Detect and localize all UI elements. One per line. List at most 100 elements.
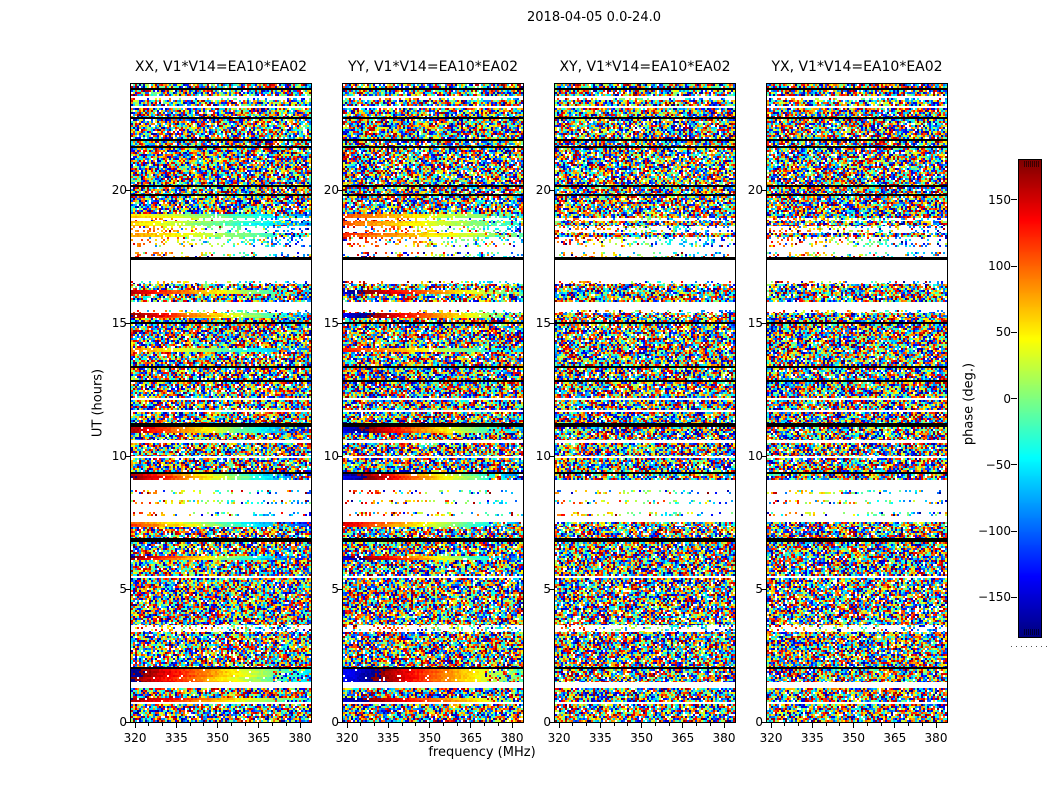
x-tick-major — [723, 723, 725, 728]
colorbar-underflow-dots — [1011, 646, 1047, 647]
y-tick-label: 5 — [755, 582, 763, 597]
x-tick-major — [299, 723, 301, 728]
x-tick-major — [258, 723, 260, 728]
y-tick-label: 10 — [323, 449, 339, 464]
y-tick-label: 0 — [331, 715, 339, 729]
x-tick-minor — [162, 723, 164, 726]
x-tick-major — [853, 723, 855, 728]
x-tick-label: 335 — [376, 731, 400, 745]
panel-title-yy: YY, V1*V14=EA10*EA02 — [347, 59, 519, 75]
y-tick-label: 10 — [535, 449, 551, 464]
y-tick-major — [337, 189, 342, 191]
x-tick-major — [175, 723, 177, 728]
x-tick-minor — [272, 723, 274, 726]
x-tick-minor — [230, 723, 232, 726]
colorbar-tick-outer — [1011, 331, 1017, 333]
phase-heatmap-yx — [767, 84, 947, 722]
y-tick-major — [337, 322, 342, 324]
x-tick-minor — [798, 723, 800, 726]
x-tick-minor — [839, 723, 841, 726]
x-tick-major — [599, 723, 601, 728]
x-tick-label: 335 — [164, 731, 188, 745]
x-tick-minor — [908, 723, 910, 726]
x-tick-major — [217, 723, 219, 728]
colorbar-overflow-marks-top — [1024, 161, 1039, 167]
x-tick-minor — [668, 723, 670, 726]
figure-title: 2018-04-05 0.0-24.0 — [527, 10, 661, 25]
x-tick-major — [429, 723, 431, 728]
x-tick-major — [894, 723, 896, 728]
colorbar-overflow-marks-bottom — [1024, 629, 1039, 635]
y-tick-label: 20 — [323, 183, 339, 198]
colorbar-gradient — [1019, 160, 1041, 637]
colorbar-tick-label: 50 — [995, 325, 1011, 340]
x-tick-label: 365 — [459, 731, 483, 745]
x-tick-label: 320 — [547, 731, 571, 745]
y-tick-label: 0 — [755, 715, 763, 729]
colorbar-tick-outer — [1011, 398, 1017, 399]
x-tick-major — [558, 723, 560, 728]
x-tick-minor — [866, 723, 868, 726]
x-tick-label: 365 — [671, 731, 695, 745]
phase-heatmap-xx — [131, 84, 311, 722]
y-tick-label: 15 — [747, 316, 763, 331]
x-tick-label: 350 — [418, 731, 442, 745]
y-tick-label: 15 — [323, 316, 339, 331]
colorbar-tick-label: −150 — [978, 590, 1011, 605]
colorbar-tick-label: 100 — [988, 259, 1011, 273]
x-tick-label: 350 — [206, 731, 230, 745]
y-tick-label: 0 — [543, 715, 551, 729]
y-tick-major — [337, 721, 342, 723]
x-tick-major — [770, 723, 772, 728]
x-tick-major — [346, 723, 348, 728]
x-tick-label: 320 — [123, 731, 147, 745]
y-tick-label: 5 — [331, 582, 339, 597]
panel-yy — [342, 83, 524, 723]
y-axis-label: UT (hours) — [90, 368, 106, 438]
y-tick-label: 0 — [119, 715, 127, 729]
x-tick-major — [134, 723, 136, 728]
colorbar-tick-label: −100 — [978, 524, 1011, 538]
y-tick-major — [125, 455, 130, 457]
phase-heatmap-xy — [555, 84, 735, 722]
colorbar-tick-label: 0 — [1003, 391, 1011, 406]
y-tick-major — [761, 322, 766, 324]
y-tick-label: 5 — [543, 582, 551, 597]
x-tick-minor — [613, 723, 615, 726]
colorbar-label: phase (deg.) — [961, 362, 977, 446]
x-tick-label: 380 — [924, 731, 948, 745]
y-tick-major — [761, 588, 766, 590]
x-tick-label: 350 — [842, 731, 866, 745]
x-tick-minor — [784, 723, 786, 726]
x-tick-label: 335 — [800, 731, 824, 745]
y-tick-major — [125, 322, 130, 324]
x-tick-minor — [880, 723, 882, 726]
y-tick-label: 5 — [119, 582, 127, 597]
y-tick-major — [549, 721, 554, 723]
x-tick-minor — [484, 723, 486, 726]
y-tick-major — [549, 588, 554, 590]
y-tick-major — [125, 189, 130, 191]
colorbar-tick-label: −50 — [985, 457, 1011, 472]
y-tick-label: 10 — [111, 449, 127, 464]
x-tick-label: 335 — [588, 731, 612, 745]
x-tick-minor — [360, 723, 362, 726]
y-tick-label: 20 — [111, 183, 127, 198]
y-tick-major — [761, 189, 766, 191]
x-tick-major — [811, 723, 813, 728]
x-tick-minor — [401, 723, 403, 726]
x-tick-major — [470, 723, 472, 728]
x-tick-minor — [415, 723, 417, 726]
y-tick-major — [549, 189, 554, 191]
colorbar-tick-label: 150 — [988, 192, 1011, 207]
x-tick-major — [641, 723, 643, 728]
y-tick-major — [125, 588, 130, 590]
x-tick-minor — [374, 723, 376, 726]
panel-title-xy: XY, V1*V14=EA10*EA02 — [559, 59, 731, 75]
x-axis-label: frequency (MHz) — [428, 745, 536, 760]
x-tick-label: 350 — [630, 731, 654, 745]
y-tick-major — [761, 721, 766, 723]
colorbar-tick-outer — [1011, 530, 1017, 532]
x-tick-label: 380 — [288, 731, 312, 745]
